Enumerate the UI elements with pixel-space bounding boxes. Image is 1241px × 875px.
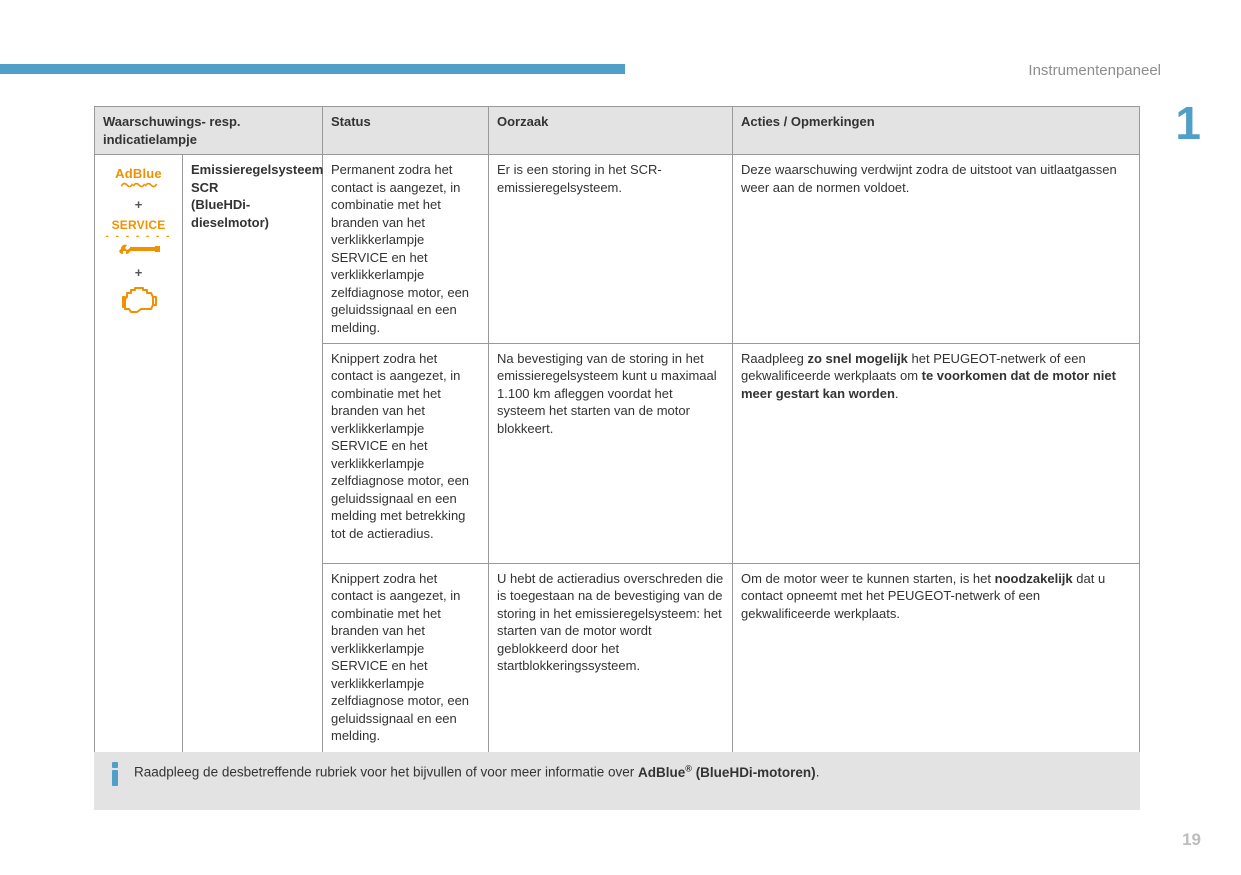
- page-number: 19: [1182, 830, 1201, 850]
- indicator-name-cell: Emissieregelsysteem SCR(BlueHDi-dieselmo…: [183, 155, 323, 755]
- plus-separator: +: [103, 196, 174, 214]
- cause-cell: U hebt de actieradius overschreden die i…: [489, 563, 733, 755]
- warning-table: Waarschuwings- resp. indicatielampje Sta…: [94, 106, 1140, 756]
- status-cell: Knippert zodra het contact is aangezet, …: [323, 343, 489, 563]
- th-actions: Acties / Opmerkingen: [733, 107, 1140, 155]
- cause-cell: Na bevestiging van de storing in het emi…: [489, 343, 733, 563]
- adblue-wave-icon: 〜〜〜: [103, 183, 174, 188]
- status-cell: Knippert zodra het contact is aangezet, …: [323, 563, 489, 755]
- info-note: Raadpleeg de desbetreffende rubriek voor…: [94, 752, 1140, 810]
- indicator-icon-cell: AdBlue 〜〜〜 + SERVICE - - - - - - - +: [95, 155, 183, 755]
- action-cell: Om de motor weer te kunnen starten, is h…: [733, 563, 1140, 755]
- cause-cell: Er is een storing in het SCR-emissierege…: [489, 155, 733, 343]
- table-row: AdBlue 〜〜〜 + SERVICE - - - - - - - + Emi…: [95, 155, 1140, 343]
- info-note-text: Raadpleeg de desbetreffende rubriek voor…: [134, 762, 819, 782]
- table-header-row: Waarschuwings- resp. indicatielampje Sta…: [95, 107, 1140, 155]
- engine-icon: [119, 285, 159, 315]
- th-status: Status: [323, 107, 489, 155]
- header-accent-bar: [0, 64, 625, 74]
- th-cause: Oorzaak: [489, 107, 733, 155]
- plus-separator: +: [103, 264, 174, 282]
- th-warning: Waarschuwings- resp. indicatielampje: [95, 107, 323, 155]
- chapter-number: 1: [1175, 100, 1201, 146]
- action-cell: Raadpleeg zo snel mogelijk het PEUGEOT-n…: [733, 343, 1140, 563]
- service-dashes: - - - - - - -: [103, 234, 174, 240]
- section-title: Instrumentenpaneel: [1028, 62, 1161, 79]
- status-cell: Permanent zodra het contact is aangezet,…: [323, 155, 489, 343]
- wrench-icon: [117, 242, 161, 256]
- action-cell: Deze waarschuwing verdwijnt zodra de uit…: [733, 155, 1140, 343]
- info-icon: [108, 762, 122, 786]
